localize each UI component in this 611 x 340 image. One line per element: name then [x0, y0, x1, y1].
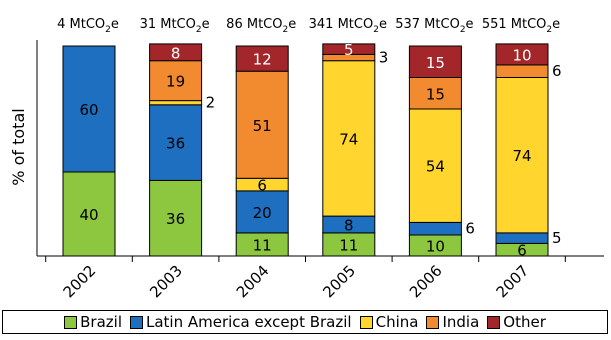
total-label: 341 MtCO2e: [309, 17, 387, 35]
legend-item: Latin America except Brazil: [129, 313, 352, 331]
data-label: 74: [512, 147, 531, 165]
data-label: 6: [465, 220, 475, 238]
legend-swatch: [487, 315, 501, 329]
legend-swatch: [426, 315, 440, 329]
data-label: 12: [253, 51, 272, 69]
bar-2003-latin-america-except-brazil: [149, 104, 203, 181]
data-label: 15: [426, 85, 445, 103]
legend-label: Brazil: [80, 313, 122, 331]
data-label: 15: [426, 54, 445, 72]
bar-2003-brazil: [149, 179, 203, 257]
bar-2005-other: [322, 43, 376, 55]
data-label: 51: [253, 117, 272, 135]
legend-swatch: [64, 315, 78, 329]
bar-2005-china: [322, 60, 376, 217]
data-label: 6: [257, 177, 267, 195]
bar-2006-china: [408, 108, 462, 223]
bar-2006-latin-america-except-brazil: [408, 221, 462, 236]
data-label: 74: [339, 130, 358, 148]
data-label: 10: [426, 238, 445, 256]
data-label: 10: [512, 46, 531, 64]
data-label: 20: [253, 204, 272, 222]
data-label: 5: [552, 229, 562, 247]
bar-2003-china: [149, 100, 203, 106]
x-tick-label: 2003: [146, 262, 186, 302]
legend-item: Brazil: [64, 313, 122, 331]
x-tick-label: 2006: [406, 262, 446, 302]
bar-2007-china: [495, 77, 549, 234]
data-label: 2: [206, 94, 216, 112]
legend-label: Latin America except Brazil: [145, 313, 352, 331]
data-label: 8: [171, 44, 181, 62]
data-label: 60: [79, 101, 98, 119]
data-label: 36: [166, 135, 185, 153]
bar-2002-latin-america-except-brazil: [62, 45, 116, 173]
total-label: 537 MtCO2e: [395, 17, 473, 35]
total-label: 86 MtCO2e: [226, 17, 296, 35]
x-tick-label: 2002: [60, 262, 100, 302]
data-label: 11: [339, 236, 358, 254]
legend-label: Other: [503, 313, 546, 331]
bar-2004-other: [235, 45, 289, 72]
bar-2002-brazil: [62, 171, 116, 257]
data-label: 6: [517, 242, 527, 260]
total-label: 4 MtCO2e: [57, 17, 119, 35]
bar-2003-other: [149, 43, 203, 62]
x-tick-label: 2007: [493, 262, 533, 302]
data-label: 36: [166, 210, 185, 228]
y-axis-title: % of total: [9, 108, 28, 185]
legend-item: Other: [487, 313, 546, 331]
x-tick-label: 2004: [233, 262, 273, 302]
data-label: 8: [344, 217, 354, 235]
legend: Brazil Latin America except Brazil China In…: [2, 310, 608, 334]
data-label: 54: [426, 158, 445, 176]
data-label: 3: [379, 49, 389, 67]
total-label: 31 MtCO2e: [140, 17, 210, 35]
legend-item: China: [359, 313, 419, 331]
data-label: 19: [166, 73, 185, 91]
legend-swatch: [129, 315, 143, 329]
data-label: 5: [344, 41, 354, 59]
bar-2007-other: [495, 43, 549, 66]
bar-2003-india: [149, 60, 203, 102]
bar-2006-india: [408, 77, 462, 110]
data-label: 11: [253, 236, 272, 254]
legend-label: China: [375, 313, 419, 331]
bar-2006-other: [408, 45, 462, 78]
legend-label: India: [442, 313, 480, 331]
x-tick-label: 2005: [319, 262, 359, 302]
data-label: 6: [552, 62, 562, 80]
bar-2007-india: [495, 64, 549, 79]
legend-swatch: [359, 315, 373, 329]
data-label: 40: [79, 206, 98, 224]
total-label: 551 MtCO2e: [482, 17, 560, 35]
legend-item: India: [426, 313, 479, 331]
